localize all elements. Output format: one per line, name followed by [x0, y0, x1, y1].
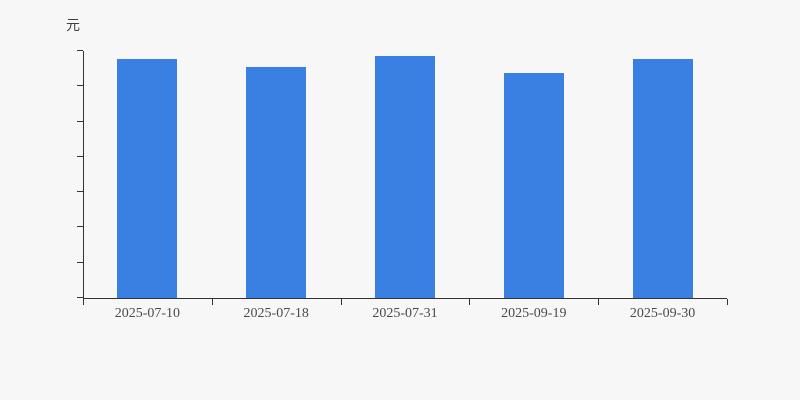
y-axis-unit-label: 元 [66, 18, 80, 34]
bar[interactable] [117, 59, 178, 298]
x-axis-tick-mark [340, 299, 342, 305]
x-axis-tick-mark [83, 299, 84, 305]
bar[interactable] [503, 72, 564, 298]
x-axis-tick-label: 2025-09-19 [501, 306, 567, 321]
x-axis-tick-label: 2025-07-31 [372, 306, 438, 321]
y-axis-tick-mark [77, 226, 83, 228]
y-axis-tick-mark [77, 297, 83, 298]
x-axis-tick-mark [469, 299, 471, 305]
y-axis-line [83, 51, 84, 299]
y-axis-tick-mark [77, 50, 83, 51]
x-axis-tick-label: 2025-07-10 [114, 306, 181, 321]
y-axis-tick-mark [77, 191, 83, 193]
y-axis-tick-mark [77, 120, 83, 122]
x-axis-line [83, 298, 727, 299]
x-axis-tick-mark [598, 299, 600, 305]
x-axis-tick-mark [211, 299, 213, 305]
x-axis-tick-label: 2025-09-30 [629, 306, 696, 321]
y-axis-tick-mark [77, 261, 83, 263]
y-axis-tick-mark [77, 155, 83, 157]
x-axis-tick-mark [727, 299, 728, 305]
x-axis-tick-label: 2025-07-18 [243, 306, 309, 321]
bar[interactable] [246, 66, 307, 298]
y-axis-tick-mark [77, 85, 83, 87]
bar[interactable] [375, 55, 435, 298]
bars-layer [83, 51, 727, 298]
bar[interactable] [632, 59, 693, 298]
